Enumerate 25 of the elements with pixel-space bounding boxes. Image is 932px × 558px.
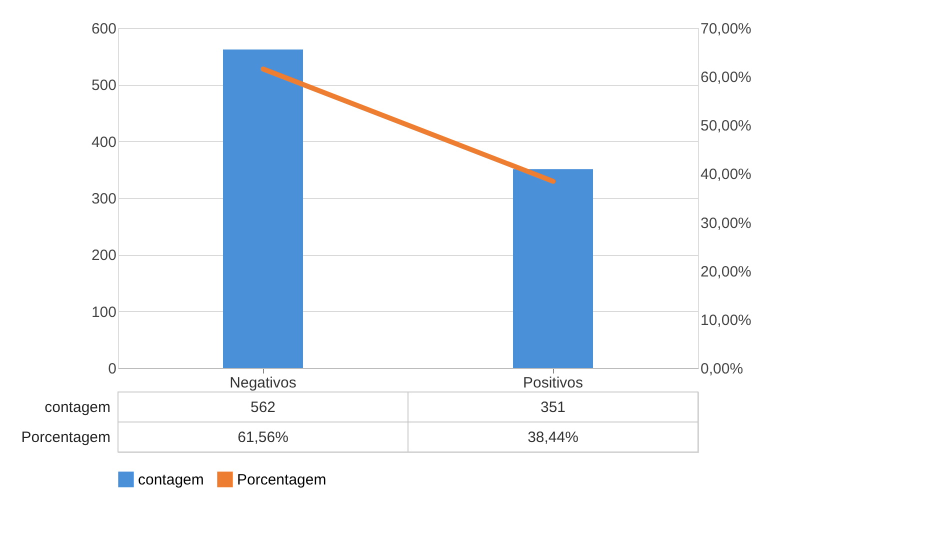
y2-tick-label: 60,00%: [700, 69, 752, 86]
y-tick-label: 200: [91, 247, 116, 264]
y2-tick-label: 70,00%: [700, 20, 752, 38]
y-tick-label: 0: [108, 360, 116, 378]
y2-tick-label: 30,00%: [700, 214, 752, 232]
data-label: 61,56%: [238, 429, 288, 446]
y-tick-label: 100: [91, 304, 116, 321]
y-tick-label: 300: [91, 190, 116, 208]
y2-tick-label: 10,00%: [700, 312, 752, 329]
data-label: 562: [250, 399, 276, 416]
y2-tick-label: 40,00%: [700, 166, 752, 184]
x-tick-label: Negativos: [230, 374, 296, 392]
x-tick-label: Positivos: [522, 374, 584, 392]
y2-tick-label: 20,00%: [700, 263, 752, 280]
y-tick-label: 600: [91, 20, 116, 38]
y-tick-label: 500: [91, 77, 116, 94]
legend-label: Porcentagem: [237, 471, 326, 488]
data-label: 38,44%: [528, 429, 578, 446]
y-tick-label: 400: [91, 134, 116, 151]
data-label: 351: [540, 399, 566, 416]
text: Porcentagem: [21, 429, 110, 446]
legend-label: contagem: [138, 471, 204, 488]
y2-tick-label: 0,00%: [700, 360, 744, 378]
y2-tick-label: 50,00%: [700, 118, 752, 135]
text: contagem: [44, 399, 110, 416]
